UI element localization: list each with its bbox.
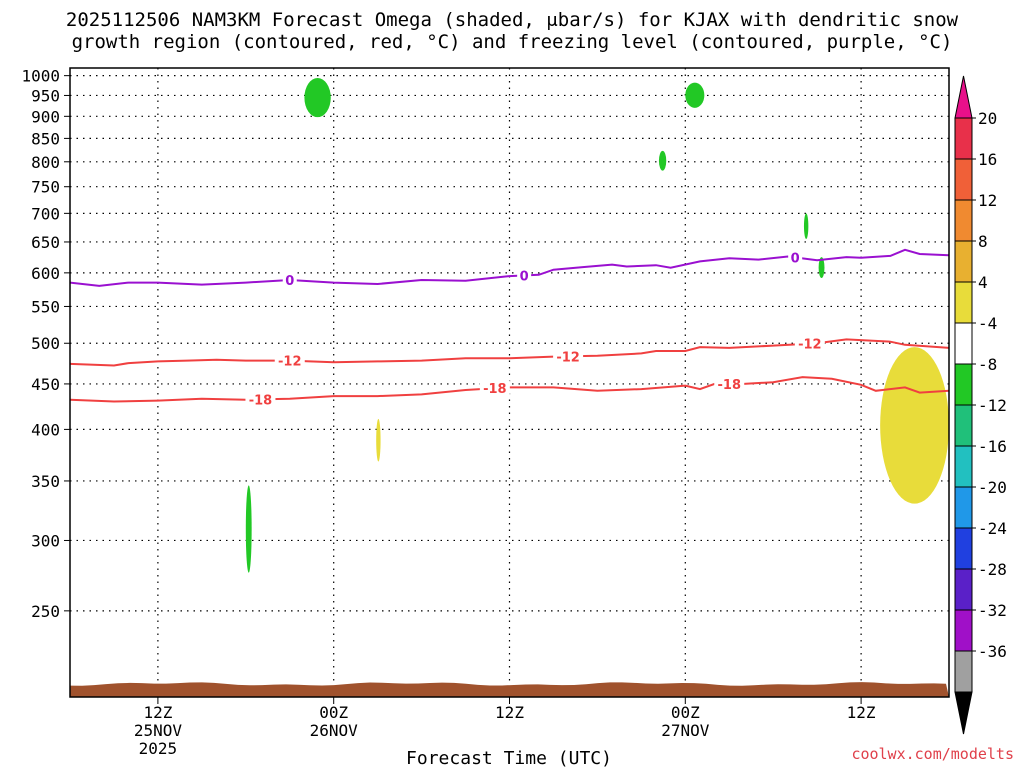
x-tick-label: 00Z — [671, 703, 700, 722]
x-tick-label: 00Z — [319, 703, 348, 722]
contour-lines: -18 -18 -18 -12 -12 -12 0 0 0 — [70, 248, 949, 408]
contour-label-bg — [794, 335, 825, 352]
colorbar-swatch — [954, 363, 973, 406]
y-tick-label: 650 — [31, 233, 60, 252]
credit-text: coolwx.com/modelts — [851, 745, 1014, 763]
colorbar-label: -24 — [978, 519, 1007, 538]
x-tick-label: 27NOV — [661, 721, 710, 740]
colorbar-swatch — [954, 322, 973, 365]
colorbar-label: -36 — [978, 642, 1007, 661]
colorbar: 20 16 12 8 4 -4 -8 -12 -16 -20 -24 -28 -32 -36 — [954, 75, 1007, 735]
colorbar-label: 20 — [978, 109, 997, 128]
omega-shading — [245, 77, 949, 573]
chart-title-line1: 2025112506 NAM3KM Forecast Omega (shaded… — [65, 9, 959, 31]
x-tick-label: 12Z — [847, 703, 876, 722]
contour-label-bg — [274, 352, 305, 369]
y-tick-label: 1000 — [21, 67, 60, 86]
chart-title-line2: growth region (contoured, red, °C) and f… — [71, 31, 953, 53]
colorbar-label: 12 — [978, 191, 997, 210]
omega-region — [658, 150, 667, 171]
contour-label: 0 — [285, 274, 294, 289]
contour-label-bg — [553, 348, 584, 365]
grid-lines — [70, 68, 949, 697]
contour-label: -18 — [718, 378, 742, 393]
x-tick-label: 2025 — [139, 739, 178, 758]
colorbar-label: 16 — [978, 150, 997, 169]
terrain-surface — [70, 682, 949, 697]
contour-label-bg — [282, 272, 297, 289]
colorbar-swatch — [954, 404, 973, 447]
y-tick-label: 950 — [31, 86, 60, 105]
x-tick-label: 25NOV — [134, 721, 183, 740]
colorbar-swatch — [954, 609, 973, 652]
y-tick-label: 900 — [31, 107, 60, 126]
omega-region — [880, 347, 949, 504]
y-tick-label: 800 — [31, 153, 60, 172]
y-tick-label: 250 — [31, 602, 60, 621]
contour-label-bg — [714, 375, 745, 392]
colorbar-label: -8 — [978, 355, 997, 374]
omega-region — [245, 485, 252, 573]
colorbar-swatch — [954, 158, 973, 201]
colorbar-label: -28 — [978, 560, 1007, 579]
colorbar-swatch — [954, 240, 973, 283]
contour-label: 0 — [791, 251, 800, 266]
x-axis-label: Forecast Time (UTC) — [406, 748, 612, 768]
colorbar-swatch — [954, 486, 973, 529]
omega-region — [803, 213, 809, 239]
y-tick-label: 600 — [31, 264, 60, 283]
colorbar-label: 8 — [978, 232, 988, 251]
y-tick-label: 450 — [31, 375, 60, 394]
colorbar-label: -16 — [978, 437, 1007, 456]
colorbar-swatch — [954, 117, 973, 160]
colorbar-label: -20 — [978, 478, 1007, 497]
colorbar-swatch — [954, 527, 973, 570]
omega-region — [818, 257, 825, 279]
contour-label-bg — [788, 249, 803, 266]
y-tick-label: 750 — [31, 178, 60, 197]
colorbar-label: -4 — [978, 314, 997, 333]
colorbar-label: 4 — [978, 273, 988, 292]
contour-label: -12 — [798, 338, 822, 353]
omega-region — [304, 77, 331, 118]
contour-label-bg — [479, 380, 510, 397]
x-tick-label: 26NOV — [310, 721, 359, 740]
contour-label: -12 — [278, 355, 302, 370]
terrain-fill — [70, 682, 949, 697]
y-tick-label: 500 — [31, 334, 60, 353]
contour-line — [70, 248, 949, 287]
y-tick-label: 300 — [31, 531, 60, 550]
contour-label: 0 — [520, 269, 529, 284]
colorbar-swatch — [954, 199, 973, 242]
y-tick-label: 350 — [31, 472, 60, 491]
x-tick-label: 12Z — [495, 703, 524, 722]
colorbar-swatch — [954, 281, 973, 324]
y-axis: 250 300 350 400 450 500 550 600 650 700 750 800 850 9… — [21, 67, 70, 621]
contour-label: -12 — [556, 350, 580, 365]
contour-label-bg — [245, 391, 276, 408]
y-tick-label: 700 — [31, 204, 60, 223]
colorbar-swatch — [954, 568, 973, 611]
colorbar-top-arrow — [954, 75, 973, 119]
y-tick-label: 850 — [31, 129, 60, 148]
colorbar-bottom-arrow — [954, 691, 973, 735]
omega-region — [685, 82, 705, 108]
y-tick-label: 550 — [31, 297, 60, 316]
y-tick-label: 400 — [31, 420, 60, 439]
colorbar-label: -32 — [978, 601, 1007, 620]
omega-region — [376, 418, 381, 462]
colorbar-label: -12 — [978, 396, 1007, 415]
x-tick-label: 12Z — [143, 703, 172, 722]
contour-label: -18 — [483, 382, 507, 397]
colorbar-swatch — [954, 650, 973, 693]
contour-label: -18 — [249, 393, 273, 408]
colorbar-swatch — [954, 445, 973, 488]
contour-label-bg — [517, 267, 532, 284]
